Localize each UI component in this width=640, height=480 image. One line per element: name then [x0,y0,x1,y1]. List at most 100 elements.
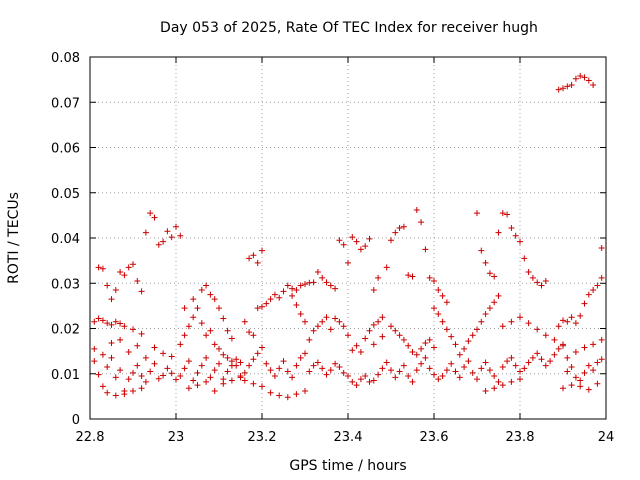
data-point [173,376,179,383]
data-point [577,73,584,80]
data-point [349,234,356,241]
data-point [581,344,588,351]
data-point [190,296,197,303]
data-point [267,296,274,303]
data-point [598,244,605,251]
data-point [431,371,437,378]
data-point [418,219,425,226]
data-point [598,356,605,363]
y-tick-label: 0 [72,413,80,428]
data-point [572,374,579,381]
data-point [340,369,347,376]
data-point [598,274,605,281]
data-point [336,237,343,244]
data-point [469,332,476,339]
grid-lines [90,57,606,419]
data-point [465,358,472,365]
data-point [594,282,601,289]
data-point [431,277,437,284]
data-point [271,291,278,298]
x-tick-labels: 22.8 23 23.2 23.4 23.6 23.8 24 [76,430,615,445]
data-point [375,318,382,325]
data-point [366,327,373,334]
data-point [392,374,399,381]
data-point [198,320,205,327]
data-point [547,358,554,365]
data-point [482,259,489,266]
y-tick-label: 0.03 [51,277,80,292]
data-point [323,314,330,321]
data-point [254,259,261,266]
data-point [155,241,162,248]
data-point [439,292,446,299]
data-point [572,320,579,327]
data-point [173,223,179,230]
data-point [130,326,136,333]
data-point [366,235,373,242]
data-point [379,333,386,340]
data-point [581,300,588,307]
data-point [422,354,429,361]
data-point [297,311,304,318]
data-point [95,264,102,271]
data-point [91,318,98,325]
data-point [168,234,175,241]
data-point [431,305,437,312]
data-point [357,376,364,383]
data-point [499,382,506,389]
data-point [560,385,566,392]
data-point [224,368,231,375]
data-point [452,341,459,348]
data-point [551,351,558,358]
data-point [246,362,253,369]
data-point [534,326,541,333]
data-point [564,354,571,361]
data-point [512,232,519,239]
data-point [517,368,523,375]
data-point [499,323,506,330]
data-point [443,299,450,306]
data-point [130,261,136,268]
data-point [568,363,575,370]
data-point [314,323,321,330]
data-point [491,373,498,380]
data-point [121,323,128,330]
data-point [181,332,188,339]
data-point [327,282,334,289]
data-point [525,320,532,327]
data-point [142,229,149,236]
data-point [160,238,167,245]
data-point [250,380,257,387]
data-point [263,300,270,307]
y-tick-label: 0.01 [51,368,80,383]
data-point [112,318,119,325]
data-point [349,347,356,354]
data-point [534,350,541,357]
data-point [250,332,257,339]
data-point [104,389,111,396]
data-point [332,285,339,292]
data-point [112,374,119,381]
data-point [409,378,416,385]
data-point [448,333,455,340]
data-point [198,287,205,294]
data-point [108,321,115,328]
data-point [495,292,502,299]
data-point [405,272,412,279]
data-point [254,305,261,312]
data-point [542,277,549,284]
data-point [594,359,601,366]
data-point [138,288,145,295]
data-point [405,342,412,349]
data-point [461,345,468,352]
data-point [216,305,222,312]
data-point [332,360,339,367]
data-point [572,75,579,82]
data-point [370,341,377,348]
data-point [482,311,489,318]
data-point [517,238,523,245]
data-point [259,303,265,310]
data-point [499,363,506,370]
x-axis-label: GPS time / hours [289,458,406,474]
data-point [130,387,136,394]
